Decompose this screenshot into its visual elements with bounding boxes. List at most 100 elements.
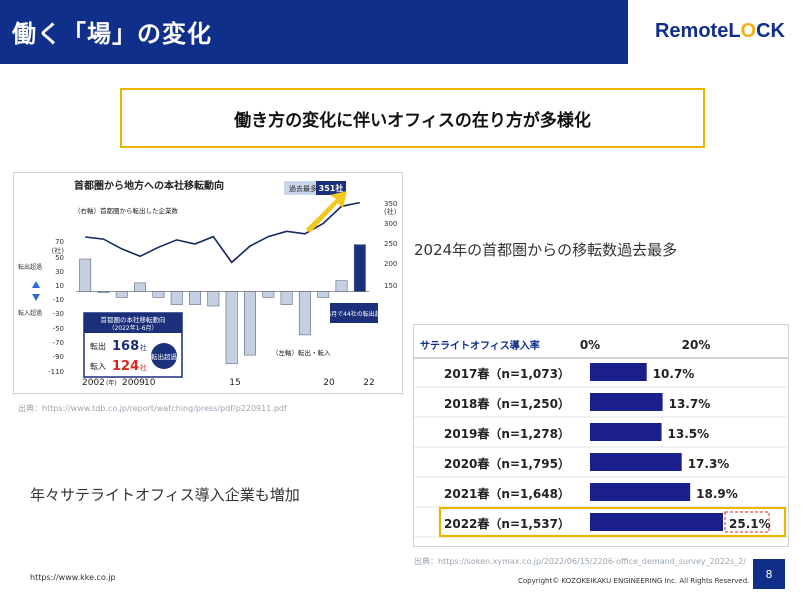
down-arrow-icon: [32, 294, 40, 301]
category-label: 2021春（n=1,648）: [444, 486, 570, 501]
value-label: 13.7%: [669, 397, 711, 411]
category-label: 2019春（n=1,278）: [444, 426, 570, 441]
bar-series: [76, 244, 369, 365]
right-tick-label: 150: [384, 282, 397, 290]
axis-tick-0: 0%: [580, 338, 600, 352]
x-tick-label: 2002: [82, 378, 105, 388]
x-tick-label: 10: [144, 378, 156, 388]
left-tick-label: -110: [48, 368, 64, 376]
satellite-bar: [590, 513, 724, 531]
yellow-arrow-icon: [306, 191, 347, 233]
left-tick-label: -10: [53, 296, 64, 304]
category-label: 2022春（n=1,537）: [444, 516, 570, 531]
remotelock-logo: RemoteLOCK: [655, 20, 785, 43]
right-tick-label: 350: [384, 200, 397, 208]
bar: [189, 291, 202, 305]
satellite-bar: [590, 393, 663, 411]
peak-label: 過去最多: [289, 184, 317, 193]
inset-header: [84, 313, 182, 333]
inflow-excess-label: 転入超過: [18, 309, 42, 317]
bar: [134, 282, 147, 292]
x-tick-label: 22: [363, 378, 374, 388]
category-label: 2020春（n=1,795）: [444, 456, 570, 471]
inset-title: 首都圏の本社移転動向: [101, 315, 166, 324]
peak-value: 351社: [319, 183, 344, 193]
caption-satellite: 年々サテライトオフィス導入企業も増加: [30, 486, 300, 504]
inset-out-value: 168: [112, 339, 139, 354]
left-tick-label: 70: [55, 238, 64, 246]
highlight-box: [438, 506, 787, 538]
satellite-chart-svg: サテライトオフィス導入率 0% 20% 2017春（n=1,073） 10.7%20…: [414, 338, 788, 538]
axis-tick-20: 20%: [682, 338, 711, 352]
value-label: 13.5%: [668, 427, 710, 441]
value-label: 10.7%: [653, 367, 695, 381]
x-tick-label: 2009: [122, 378, 145, 388]
note-box: [330, 303, 378, 323]
right-series-label: （右軸）首都圏から転出した企業数: [74, 206, 179, 215]
relocation-chart-svg: 首都圏から地方への本社移転動向 70(社)503010-10-30-50-70-…: [18, 179, 397, 388]
inset-out-label: 転出: [90, 341, 106, 351]
inset-badge: [151, 343, 177, 369]
bar: [298, 291, 311, 336]
bar: [317, 291, 330, 298]
right-tick-label: (社): [384, 207, 397, 216]
page-number: 8: [753, 559, 785, 589]
bar: [170, 291, 183, 305]
header-bar: 働く「場」の変化 RemoteLOCK: [0, 0, 803, 64]
bar: [115, 291, 128, 298]
right-tick-label: 250: [384, 240, 397, 248]
bar: [225, 291, 238, 365]
bar: [79, 258, 92, 292]
bar: [243, 291, 256, 356]
value-label: 18.9%: [696, 487, 738, 501]
headline-box: 働き方の変化に伴いオフィスの在り方が多様化: [120, 88, 705, 148]
left-tick-label: -30: [53, 310, 64, 318]
satellite-bar: [590, 363, 647, 381]
satellite-chart: サテライトオフィス導入率 0% 20% 2017春（n=1,073） 10.7% 20…: [413, 324, 789, 547]
satellite-bar: [590, 453, 682, 471]
right-tick-label: 200: [384, 260, 397, 268]
left-tick-label: -50: [53, 325, 64, 333]
highlight-value-box: [724, 511, 770, 533]
x-tick-label: 15: [229, 378, 240, 388]
page-title: 働く「場」の変化: [12, 20, 212, 48]
inset-out-unit: 社: [140, 343, 147, 352]
left-tick-label: 30: [55, 268, 64, 276]
source-2: 出典：https://soken.xymax.co.jp/2022/06/15/…: [414, 557, 746, 566]
footer-copyright: Copyright© KOZOKEIKAKU ENGINEERING Inc. …: [518, 577, 750, 585]
outflow-excess-label: 転出超過: [18, 263, 42, 271]
logo-l: L: [728, 20, 741, 42]
satellite-bar: [590, 483, 691, 501]
value-label: 17.3%: [688, 457, 730, 471]
inset-badge-text: 転出超過: [151, 352, 178, 361]
right-axis: 350(社) 300 250 200 150: [384, 200, 397, 290]
chart-title: 首都圏から地方への本社移転動向: [74, 179, 224, 192]
caption-relocation: 2024年の首都圏からの移転数過去最多: [414, 241, 678, 259]
up-arrow-icon: [32, 281, 40, 288]
left-tick-label: -70: [53, 339, 64, 347]
x-tick-label: (年): [106, 379, 117, 387]
inset-subtitle: （2022年1-6月）: [108, 324, 157, 332]
bar: [262, 291, 275, 298]
category-label: 2018春（n=1,250）: [444, 396, 570, 411]
left-tick-label: -90: [53, 353, 64, 361]
bar: [97, 291, 110, 293]
x-axis: 2002 (年) 2009 10 15 20 22: [82, 378, 375, 388]
bar: [152, 291, 165, 298]
bar: [335, 280, 348, 292]
logo-ck: CK: [756, 20, 785, 42]
peak-value-bg: [316, 181, 346, 195]
satellite-title: サテライトオフィス導入率: [420, 339, 540, 352]
source-1: 出典：https://www.tdb.co.jp/report/watching…: [18, 404, 287, 413]
left-tick-label: (社): [52, 246, 65, 255]
left-tick-label: 50: [55, 254, 64, 262]
bar: [353, 244, 366, 292]
satellite-rows: 2017春（n=1,073） 10.7% 2018春（n=1,250） 13.7% 20…: [414, 363, 788, 538]
footer-url: https://www.kke.co.jp: [30, 573, 116, 582]
category-label: 2017春（n=1,073）: [444, 366, 570, 381]
satellite-axis: 0% 20%: [414, 338, 788, 359]
relocation-chart: 首都圏から地方への本社移転動向 70 (社) 50 30 10 -10 -30 -50 -70-…: [13, 172, 403, 394]
right-tick-label: 300: [384, 220, 397, 228]
